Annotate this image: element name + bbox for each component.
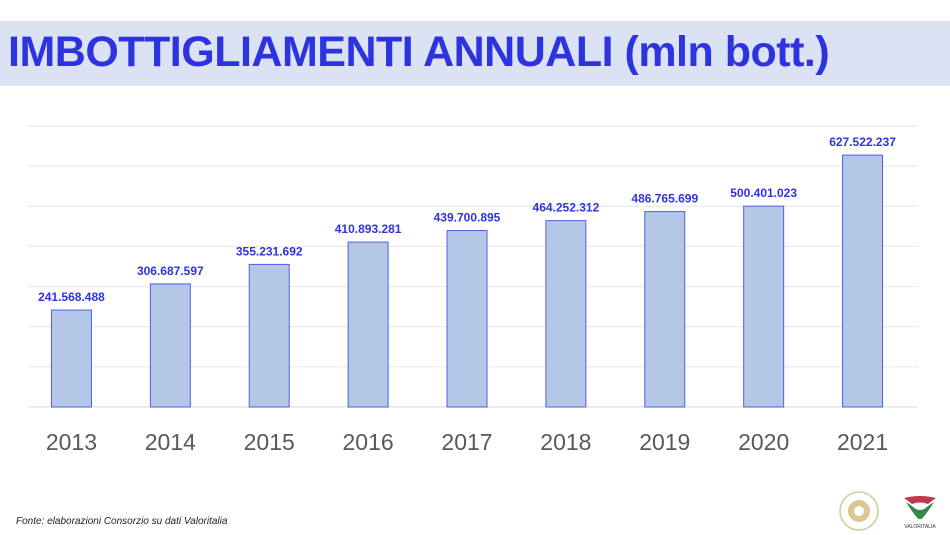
bar-2018	[545, 220, 587, 408]
data-label-2016: 410.893.281	[335, 222, 402, 236]
x-tick-label-2018: 2018	[540, 429, 591, 455]
data-label-2015: 355.231.692	[236, 244, 303, 258]
bar-2016	[347, 241, 389, 408]
data-label-2021: 627.522.237	[829, 135, 896, 149]
x-tick-label-2015: 2015	[244, 429, 295, 455]
valoritalia-logo-text: VALORITALIA	[904, 524, 936, 530]
data-label-2019: 486.765.699	[631, 192, 698, 206]
source-note: Fonte: elaborazioni Consorzio su dati Va…	[16, 516, 228, 527]
x-tick-label-2013: 2013	[46, 429, 97, 455]
data-label-2017: 439.700.895	[434, 210, 501, 224]
bar-2015	[248, 263, 290, 408]
x-tick-label-2019: 2019	[639, 429, 690, 455]
bar-2021	[842, 154, 884, 408]
valoritalia-logo: VALORITALIA	[904, 496, 936, 530]
x-tick-label-2021: 2021	[837, 429, 888, 455]
bar-2020	[743, 205, 785, 408]
x-tick-label-2020: 2020	[738, 429, 789, 455]
x-tick-label-2017: 2017	[441, 429, 492, 455]
bar-2017	[446, 229, 488, 408]
consorzio-logo	[839, 491, 879, 531]
page-title: IMBOTTIGLIAMENTI ANNUALI (mln bott.)	[8, 28, 830, 76]
x-tick-label-2014: 2014	[145, 429, 196, 455]
bar-2014	[149, 283, 191, 408]
data-label-2013: 241.568.488	[38, 290, 105, 304]
title-banner	[0, 21, 950, 86]
x-tick-label-2016: 2016	[343, 429, 394, 455]
data-label-2018: 464.252.312	[533, 201, 600, 215]
data-label-2014: 306.687.597	[137, 264, 204, 278]
data-label-2020: 500.401.023	[730, 186, 797, 200]
bar-2019	[644, 211, 686, 408]
bar-2013	[50, 309, 92, 408]
